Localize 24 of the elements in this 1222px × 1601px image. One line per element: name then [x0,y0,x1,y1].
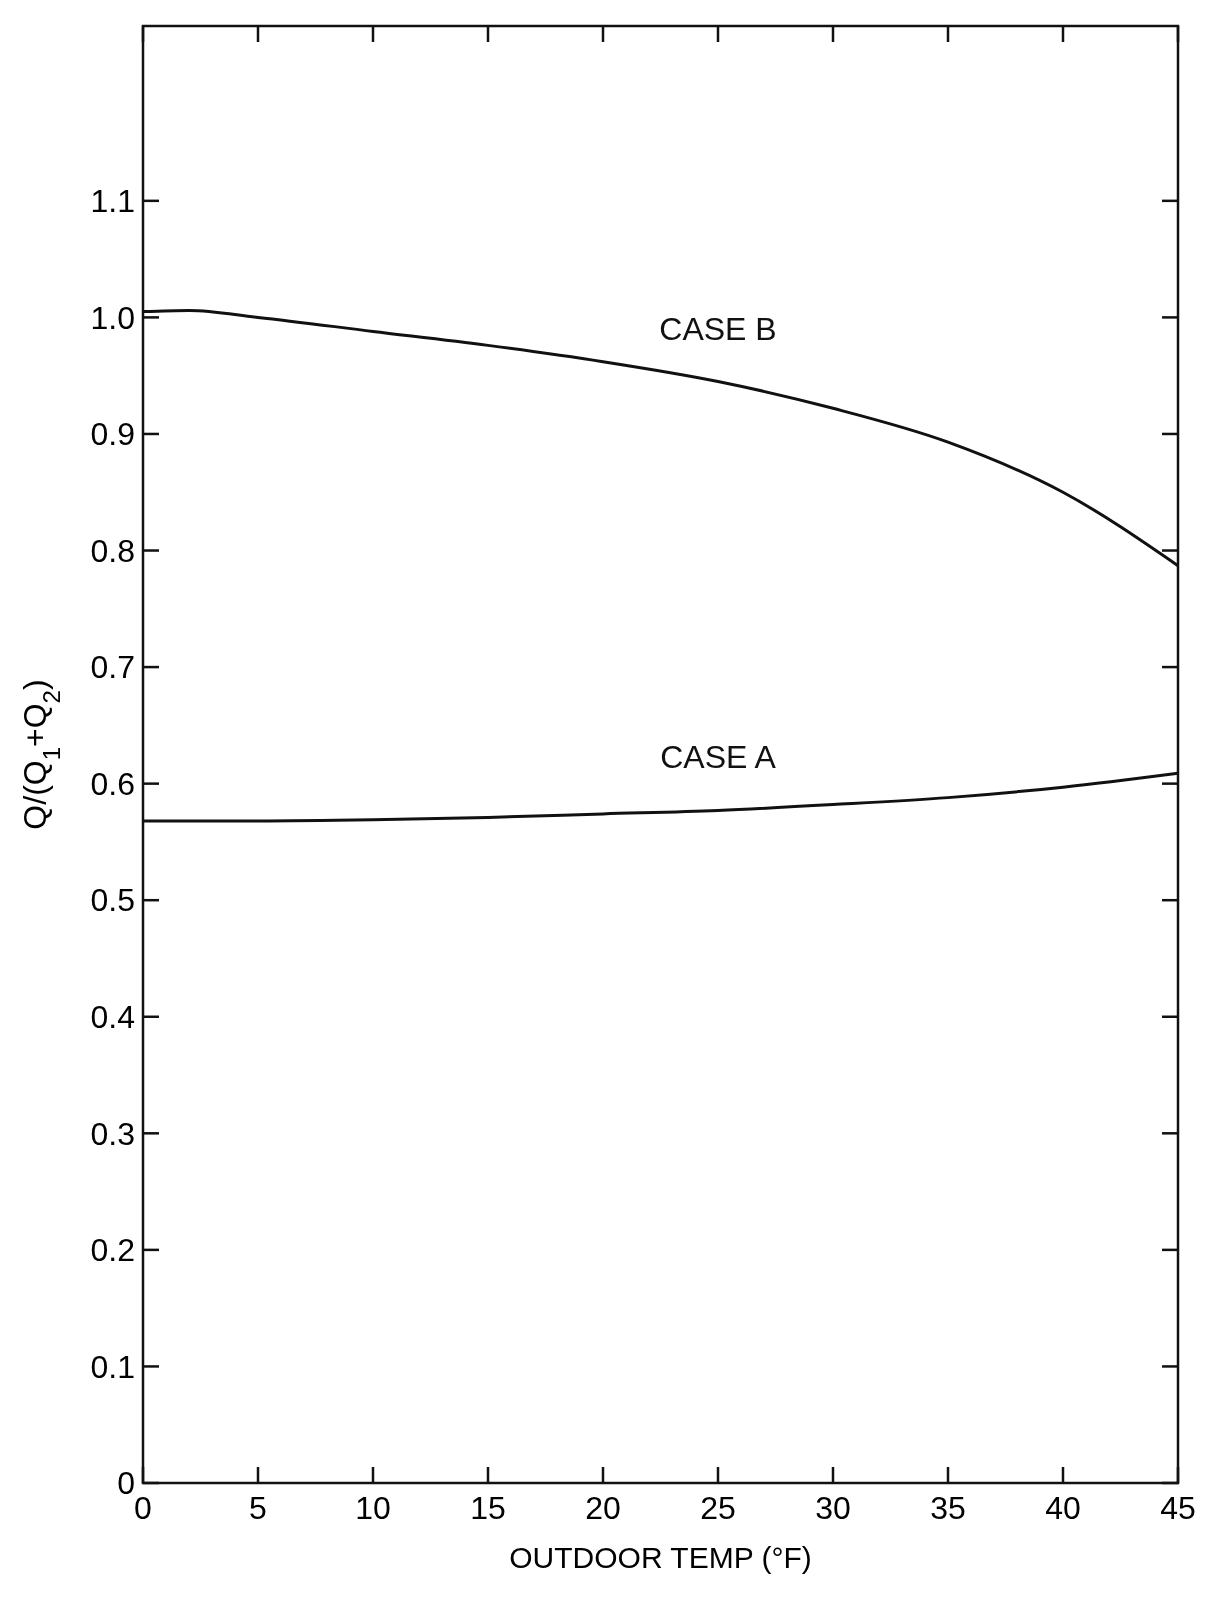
x-tick-label: 5 [249,1490,267,1526]
x-tick-label: 40 [1045,1490,1081,1526]
x-tick-label: 15 [470,1490,506,1526]
series-label: CASE B [659,310,777,347]
y-tick-label: 0.3 [90,1115,135,1152]
y-tick-label: 0.5 [90,882,135,919]
y-tick-label: 0.4 [90,998,135,1035]
x-tick-label: 25 [700,1490,736,1526]
x-tick-label: 10 [355,1490,391,1526]
y-tick-label: 0.7 [90,649,135,686]
x-tick-label: 20 [585,1490,621,1526]
y-tick-label: 0 [117,1465,135,1502]
y-tick-label: 0.9 [90,416,135,453]
y-tick-label: 0.8 [90,532,135,569]
y-tick-label: 1.0 [90,299,135,336]
x-tick-label: 30 [815,1490,851,1526]
y-tick-label: 0.6 [90,765,135,802]
x-tick-label: 45 [1160,1490,1196,1526]
y-tick-label: 1.1 [90,183,135,220]
x-axis-title: OUTDOOR TEMP (°F) [509,1541,812,1574]
y-tick-label: 0.2 [90,1232,135,1269]
x-tick-label: 35 [930,1490,966,1526]
y-tick-label: 0.1 [90,1348,135,1385]
series-label: CASE A [660,739,777,776]
